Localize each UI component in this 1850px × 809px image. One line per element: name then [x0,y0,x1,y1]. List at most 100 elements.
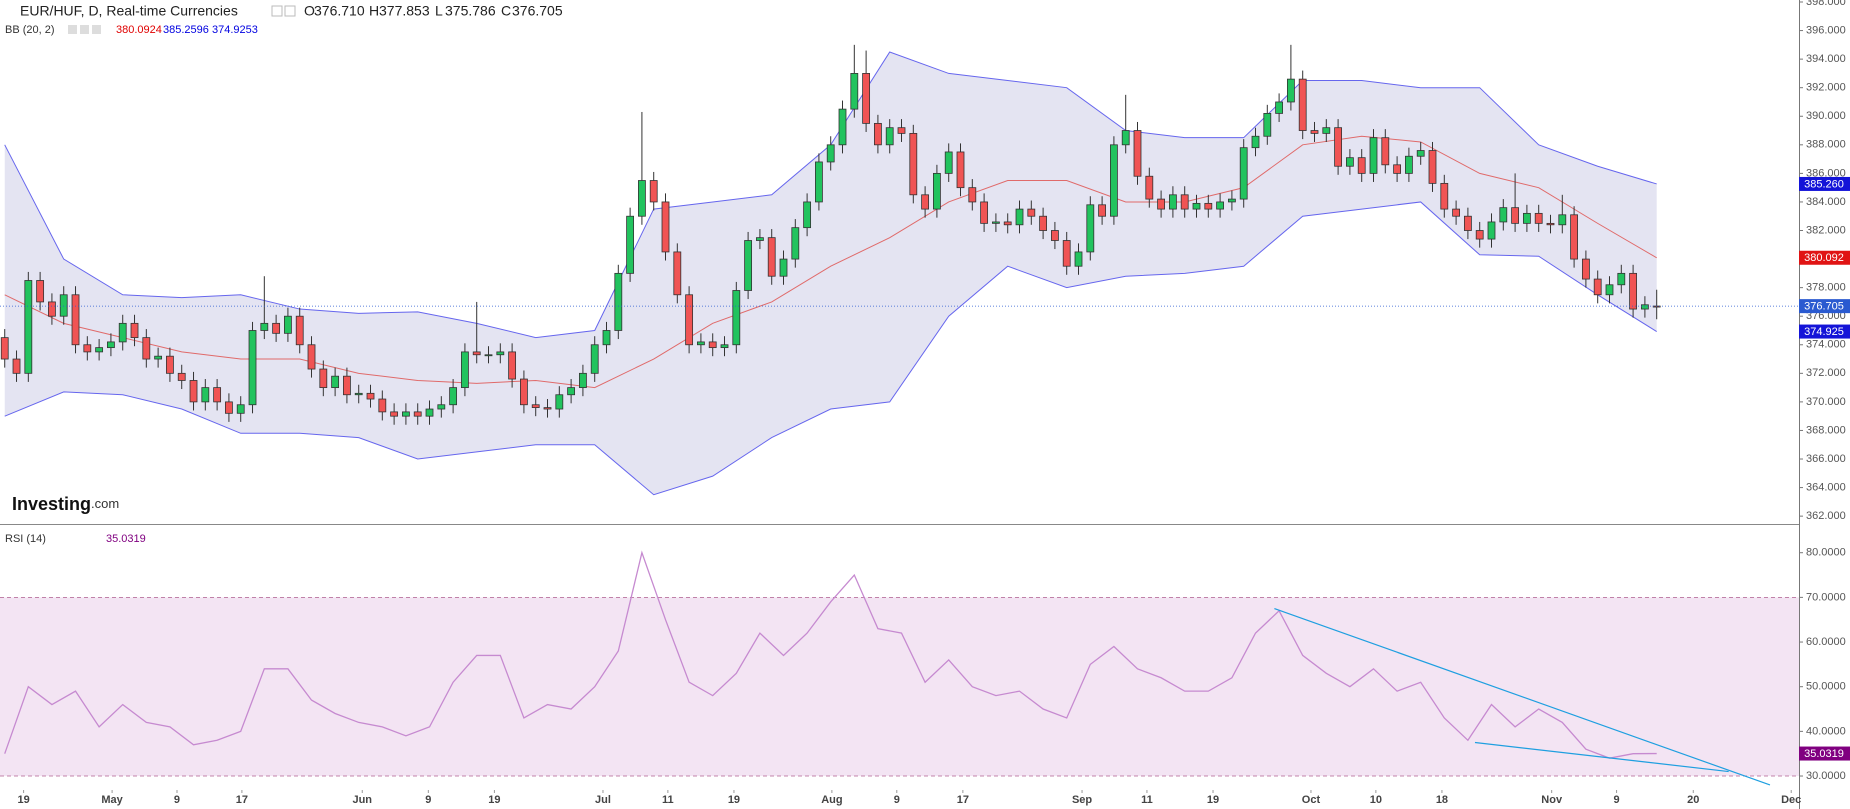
bb-fill [4,51,1657,495]
candle-body [1345,157,1354,167]
candle-body [826,144,835,163]
rsi-name: RSI (14) [5,533,46,545]
candle-body [1558,214,1567,226]
icon[interactable] [92,25,101,34]
candle-body [1310,130,1319,134]
candle-body [1416,150,1425,157]
candle-body [1593,278,1602,296]
y-tick-label: 50.0000 [1806,681,1846,693]
candle-body [189,380,198,403]
ohlc-value: 376.710 [314,3,365,19]
candle-body [1357,157,1366,174]
candle-body [1228,198,1236,203]
candle-body [48,301,56,317]
y-tick-label: 394.000 [1806,53,1846,65]
candle-body [1263,112,1272,137]
rsi-line [4,550,1657,759]
candle-body [803,201,812,229]
ohlc-key: C [501,3,511,19]
candle-body [413,411,422,417]
candle-body [1640,304,1649,310]
candle-body [1133,130,1142,177]
candle-body [1334,127,1342,167]
candle-body [555,394,564,410]
candle-body [661,201,670,253]
candle-body [1487,221,1496,240]
candle-body [1404,155,1413,174]
candle-body [520,378,528,406]
price-badge [1799,176,1850,191]
bb-middle [4,135,1657,389]
candle-body [1192,202,1201,210]
icon[interactable] [271,5,283,17]
candle-body [720,344,729,349]
x-tick-label: Dec [1781,794,1801,806]
x-tick-label: Aug [821,794,842,806]
candle-body [791,227,800,260]
candle-body [1428,150,1437,184]
candle-body [708,341,717,349]
x-tick-label: 17 [957,794,969,806]
candle-body [1629,272,1637,310]
trend-line [1474,741,1729,773]
y-tick-label: 390.000 [1806,110,1846,122]
rsi-badge [1799,746,1850,761]
candle-body [815,161,823,203]
indicator-value: 380.0924 [116,24,162,36]
candle-body [24,280,33,374]
candle-body [1062,240,1071,267]
x-tick-label: Jun [352,794,372,806]
price-badge [1799,250,1850,265]
candle-body [1475,230,1484,240]
candle-body [921,194,930,210]
price-badge [1799,324,1850,339]
candle-body [1511,207,1519,224]
y-tick-label: 382.000 [1806,224,1846,236]
icon[interactable] [80,25,89,34]
candle-body [732,290,741,346]
candle-body [1157,198,1166,210]
candle-body [213,387,222,403]
candle-body [885,127,894,146]
candle-body [1369,137,1378,174]
candle-body [484,354,493,357]
candle-body [1251,135,1260,149]
y-tick-label: 384.000 [1806,196,1846,208]
x-tick-label: 18 [1436,794,1448,806]
candle-body [366,392,375,400]
candle-body [697,341,705,346]
candle-body [118,322,127,343]
candle-body [1216,201,1225,210]
icon[interactable] [68,25,77,34]
candle-body [638,180,646,217]
candle-body [284,315,292,334]
y-tick-label: 366.000 [1806,453,1846,465]
icon[interactable] [284,5,296,17]
y-tick-label: 386.000 [1806,167,1846,179]
x-tick-label: 9 [425,794,431,806]
y-tick-label: 398.000 [1806,0,1846,8]
candle-body [874,122,882,146]
candle-body [602,330,611,346]
x-tick-label: Oct [1302,794,1321,806]
x-tick-label: 20 [1687,794,1699,806]
candle-body [201,387,210,403]
x-tick-label: 11 [662,794,674,806]
y-tick-label: 392.000 [1806,82,1846,94]
candle-body [614,272,623,331]
candle-body [449,387,458,406]
y-tick-label: 370.000 [1806,396,1846,408]
candle-body [1015,208,1024,226]
candle-body [166,355,174,374]
candle-body [1452,208,1460,217]
candle-body [909,132,918,196]
indicator-value: 385.2596 [163,24,209,36]
indicator-value: 374.9253 [212,24,258,36]
candle-body [95,347,104,353]
candle-body [944,151,953,174]
candle-body [579,372,587,389]
x-tick-label: 19 [1207,794,1219,806]
